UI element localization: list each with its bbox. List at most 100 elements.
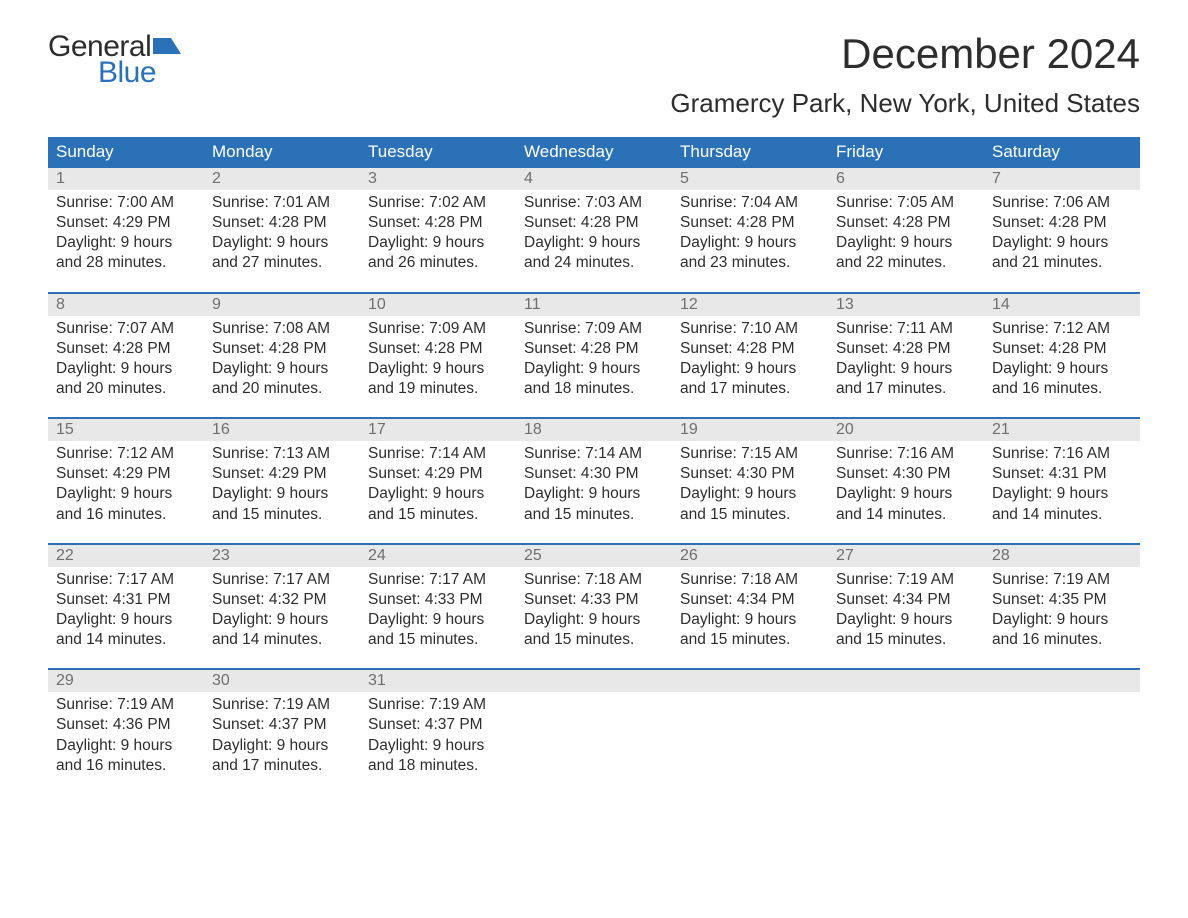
daylight-line2: and 15 minutes. [524, 630, 664, 650]
day-cell [516, 670, 672, 780]
daylight-line1: Daylight: 9 hours [992, 359, 1132, 379]
day-number: 9 [204, 294, 360, 316]
daylight-line2: and 15 minutes. [368, 630, 508, 650]
day-body: Sunrise: 7:19 AMSunset: 4:37 PMDaylight:… [204, 692, 360, 780]
day-body: Sunrise: 7:19 AMSunset: 4:34 PMDaylight:… [828, 567, 984, 655]
day-body: Sunrise: 7:19 AMSunset: 4:37 PMDaylight:… [360, 692, 516, 780]
month-title: December 2024 [670, 30, 1140, 78]
week-row: 22Sunrise: 7:17 AMSunset: 4:31 PMDayligh… [48, 543, 1140, 655]
day-number: 16 [204, 419, 360, 441]
day-header-saturday: Saturday [984, 137, 1140, 168]
sunrise-text: Sunrise: 7:19 AM [212, 695, 352, 715]
sunset-text: Sunset: 4:28 PM [992, 213, 1132, 233]
sunset-text: Sunset: 4:35 PM [992, 590, 1132, 610]
day-cell: 29Sunrise: 7:19 AMSunset: 4:36 PMDayligh… [48, 670, 204, 780]
sunset-text: Sunset: 4:28 PM [524, 339, 664, 359]
daylight-line1: Daylight: 9 hours [836, 233, 976, 253]
daylight-line1: Daylight: 9 hours [212, 610, 352, 630]
daylight-line2: and 19 minutes. [368, 379, 508, 399]
day-number: 21 [984, 419, 1140, 441]
daylight-line2: and 24 minutes. [524, 253, 664, 273]
sunset-text: Sunset: 4:34 PM [680, 590, 820, 610]
day-body: Sunrise: 7:09 AMSunset: 4:28 PMDaylight:… [516, 316, 672, 404]
day-header-monday: Monday [204, 137, 360, 168]
daylight-line2: and 27 minutes. [212, 253, 352, 273]
day-body: Sunrise: 7:18 AMSunset: 4:34 PMDaylight:… [672, 567, 828, 655]
sunrise-text: Sunrise: 7:19 AM [56, 695, 196, 715]
daylight-line1: Daylight: 9 hours [56, 736, 196, 756]
day-number [672, 670, 828, 692]
day-cell: 9Sunrise: 7:08 AMSunset: 4:28 PMDaylight… [204, 294, 360, 404]
header: General Blue December 2024 Gramercy Park… [48, 30, 1140, 119]
day-number: 28 [984, 545, 1140, 567]
sunrise-text: Sunrise: 7:11 AM [836, 319, 976, 339]
daylight-line1: Daylight: 9 hours [56, 359, 196, 379]
day-body: Sunrise: 7:08 AMSunset: 4:28 PMDaylight:… [204, 316, 360, 404]
daylight-line2: and 17 minutes. [836, 379, 976, 399]
sunrise-text: Sunrise: 7:03 AM [524, 193, 664, 213]
daylight-line1: Daylight: 9 hours [680, 484, 820, 504]
day-cell: 25Sunrise: 7:18 AMSunset: 4:33 PMDayligh… [516, 545, 672, 655]
sunrise-text: Sunrise: 7:17 AM [212, 570, 352, 590]
day-cell: 17Sunrise: 7:14 AMSunset: 4:29 PMDayligh… [360, 419, 516, 529]
sunrise-text: Sunrise: 7:15 AM [680, 444, 820, 464]
sunset-text: Sunset: 4:33 PM [368, 590, 508, 610]
sunrise-text: Sunrise: 7:12 AM [992, 319, 1132, 339]
day-cell [984, 670, 1140, 780]
sunset-text: Sunset: 4:29 PM [212, 464, 352, 484]
day-number: 22 [48, 545, 204, 567]
day-body: Sunrise: 7:13 AMSunset: 4:29 PMDaylight:… [204, 441, 360, 529]
day-number [516, 670, 672, 692]
day-number: 13 [828, 294, 984, 316]
day-cell: 15Sunrise: 7:12 AMSunset: 4:29 PMDayligh… [48, 419, 204, 529]
daylight-line1: Daylight: 9 hours [680, 233, 820, 253]
day-number: 12 [672, 294, 828, 316]
day-number: 10 [360, 294, 516, 316]
day-cell: 8Sunrise: 7:07 AMSunset: 4:28 PMDaylight… [48, 294, 204, 404]
day-body: Sunrise: 7:17 AMSunset: 4:31 PMDaylight:… [48, 567, 204, 655]
day-cell: 19Sunrise: 7:15 AMSunset: 4:30 PMDayligh… [672, 419, 828, 529]
flag-icon [153, 36, 181, 61]
sunrise-text: Sunrise: 7:17 AM [56, 570, 196, 590]
sunset-text: Sunset: 4:28 PM [56, 339, 196, 359]
day-number: 24 [360, 545, 516, 567]
daylight-line1: Daylight: 9 hours [836, 359, 976, 379]
sunset-text: Sunset: 4:31 PM [56, 590, 196, 610]
day-number: 3 [360, 168, 516, 190]
daylight-line1: Daylight: 9 hours [56, 233, 196, 253]
day-cell: 24Sunrise: 7:17 AMSunset: 4:33 PMDayligh… [360, 545, 516, 655]
sunset-text: Sunset: 4:36 PM [56, 715, 196, 735]
day-number [828, 670, 984, 692]
sunset-text: Sunset: 4:29 PM [56, 213, 196, 233]
title-block: December 2024 Gramercy Park, New York, U… [670, 30, 1140, 119]
day-number: 23 [204, 545, 360, 567]
sunrise-text: Sunrise: 7:04 AM [680, 193, 820, 213]
week-row: 29Sunrise: 7:19 AMSunset: 4:36 PMDayligh… [48, 668, 1140, 780]
sunrise-text: Sunrise: 7:13 AM [212, 444, 352, 464]
day-body: Sunrise: 7:01 AMSunset: 4:28 PMDaylight:… [204, 190, 360, 278]
daylight-line1: Daylight: 9 hours [368, 484, 508, 504]
daylight-line1: Daylight: 9 hours [680, 359, 820, 379]
daylight-line2: and 15 minutes. [524, 505, 664, 525]
day-body: Sunrise: 7:04 AMSunset: 4:28 PMDaylight:… [672, 190, 828, 278]
day-cell: 21Sunrise: 7:16 AMSunset: 4:31 PMDayligh… [984, 419, 1140, 529]
daylight-line1: Daylight: 9 hours [992, 233, 1132, 253]
daylight-line2: and 18 minutes. [368, 756, 508, 776]
day-body: Sunrise: 7:19 AMSunset: 4:36 PMDaylight:… [48, 692, 204, 780]
day-number: 6 [828, 168, 984, 190]
daylight-line1: Daylight: 9 hours [992, 484, 1132, 504]
daylight-line2: and 20 minutes. [56, 379, 196, 399]
day-header-row: Sunday Monday Tuesday Wednesday Thursday… [48, 137, 1140, 168]
day-number: 29 [48, 670, 204, 692]
sunset-text: Sunset: 4:28 PM [368, 213, 508, 233]
day-body: Sunrise: 7:06 AMSunset: 4:28 PMDaylight:… [984, 190, 1140, 278]
day-cell: 22Sunrise: 7:17 AMSunset: 4:31 PMDayligh… [48, 545, 204, 655]
day-header-thursday: Thursday [672, 137, 828, 168]
daylight-line2: and 20 minutes. [212, 379, 352, 399]
day-header-friday: Friday [828, 137, 984, 168]
day-number: 2 [204, 168, 360, 190]
day-number: 15 [48, 419, 204, 441]
daylight-line1: Daylight: 9 hours [56, 484, 196, 504]
sunset-text: Sunset: 4:28 PM [992, 339, 1132, 359]
sunset-text: Sunset: 4:37 PM [212, 715, 352, 735]
